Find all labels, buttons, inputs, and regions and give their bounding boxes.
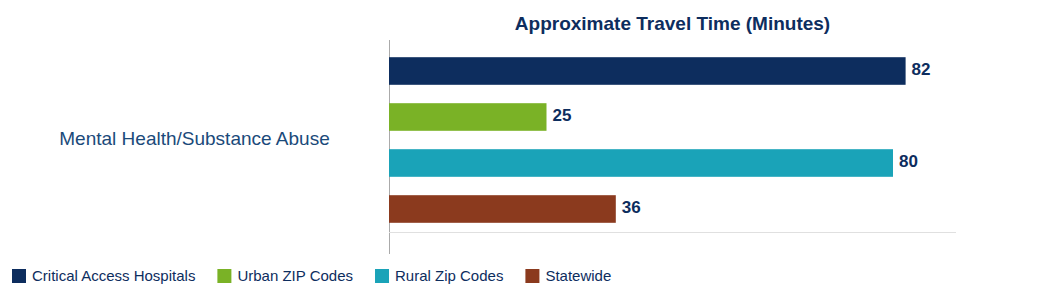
bars	[389, 57, 906, 223]
background	[0, 0, 1051, 299]
legend-swatch	[12, 269, 26, 283]
bar	[389, 57, 906, 85]
title: Approximate Travel Time (Minutes)	[515, 13, 830, 34]
legend-swatch	[525, 269, 539, 283]
legend-label: Statewide	[545, 267, 611, 284]
data-labels: 82 25 80 36	[553, 60, 931, 217]
data-label: 82	[912, 60, 931, 79]
bar	[389, 195, 616, 223]
data-label: 80	[899, 152, 918, 171]
legend-swatch	[217, 269, 231, 283]
legend-label: Urban ZIP Codes	[237, 267, 353, 284]
legend-label: Critical Access Hospitals	[32, 267, 195, 284]
data-label: 25	[553, 106, 572, 125]
bar	[389, 149, 893, 177]
legend-label: Rural Zip Codes	[395, 267, 503, 284]
legend: Critical Access Hospitals Urban ZIP Codes…	[12, 267, 611, 284]
bar	[389, 103, 547, 131]
data-label: 36	[622, 198, 641, 217]
legend-swatch	[375, 269, 389, 283]
x-axis-line	[389, 232, 956, 233]
category-label: Mental Health/Substance Abuse	[59, 128, 329, 149]
chart: Approximate Travel Time (Minutes) Mental …	[0, 0, 1051, 299]
